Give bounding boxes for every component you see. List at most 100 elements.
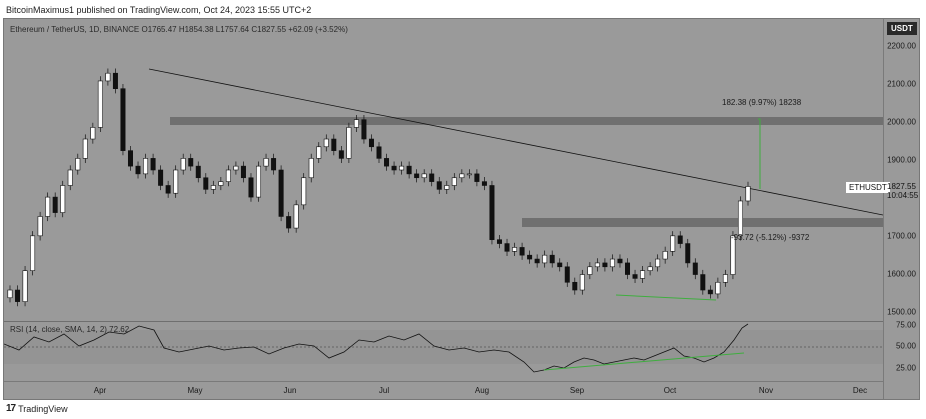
candle-body — [135, 165, 141, 175]
tick-2100: 2100.00 — [887, 79, 916, 89]
candle-body — [173, 169, 179, 194]
candle-body — [579, 274, 585, 291]
month-oct: Oct — [663, 386, 677, 395]
candle-body — [527, 254, 533, 260]
candle-body — [429, 173, 435, 182]
candle-body — [391, 165, 397, 171]
candle-body — [436, 181, 442, 190]
published-note: BitcoinMaximus1 published on TradingView… — [6, 5, 312, 15]
time-axis[interactable]: Apr May Jun Jul Aug Sep Oct Nov Dec — [4, 381, 883, 400]
candle-body — [323, 138, 329, 148]
candle-body — [692, 262, 698, 275]
candle-body — [399, 165, 405, 171]
candle-body — [112, 72, 118, 89]
candle-body — [572, 281, 578, 291]
candle-body — [722, 274, 728, 283]
candle-body — [30, 235, 36, 271]
candle-body — [218, 181, 224, 186]
candle-body — [504, 243, 510, 252]
candle-body — [15, 289, 21, 302]
candle-body — [331, 138, 337, 151]
tick-1500: 1500.00 — [887, 307, 916, 317]
candle-body — [278, 169, 284, 217]
month-sep: Sep — [569, 386, 585, 395]
candle-body — [640, 270, 646, 279]
currency-label: USDT — [887, 22, 917, 35]
candle-body — [248, 177, 254, 198]
candle-body — [271, 158, 277, 171]
publisher-bar: BitcoinMaximus1 published on TradingView… — [0, 0, 926, 17]
candle-body — [519, 247, 525, 256]
candle-body — [346, 127, 352, 159]
candle-body — [587, 266, 593, 275]
candle-body — [609, 258, 615, 268]
candle-body — [180, 158, 186, 171]
rsi-label: RSI (14, close, SMA, 14, 2) — [10, 325, 107, 334]
measure-up-label: 182.38 (9.97%) 18238 — [722, 98, 802, 107]
support-zone-middle — [522, 218, 883, 227]
candle-body — [293, 204, 299, 229]
rsi-panel[interactable]: RSI (14, close, SMA, 14, 2) 72.62 — [4, 321, 883, 382]
candle-body — [22, 270, 28, 302]
rsi-overbought-band — [4, 330, 883, 364]
candle-body — [481, 181, 487, 186]
legend-symbol: Ethereum / TetherUS, 1D, BINANCE — [10, 25, 140, 34]
candle-body — [557, 262, 563, 268]
candle-body — [444, 185, 450, 190]
candle-body — [549, 254, 555, 264]
candle-body — [143, 158, 149, 175]
candle-body — [203, 177, 209, 190]
candle-body — [97, 80, 103, 128]
candle-body — [700, 274, 706, 291]
candle-body — [52, 196, 58, 213]
candle-body — [37, 216, 43, 237]
candle-body — [308, 158, 314, 179]
candle-body — [165, 185, 171, 194]
footer-brand[interactable]: 17 TradingView — [6, 403, 68, 414]
candle-body — [670, 235, 676, 252]
tick-1600: 1600.00 — [887, 269, 916, 279]
candle-body — [594, 262, 600, 268]
rsi-tick-25: 25.00 — [895, 363, 916, 373]
rsi-legend: RSI (14, close, SMA, 14, 2) 72.62 — [10, 325, 129, 334]
candle-body — [406, 165, 412, 175]
divergence-line-price — [615, 294, 717, 301]
month-apr: Apr — [93, 386, 107, 395]
candle-body — [75, 158, 81, 171]
month-aug: Aug — [474, 386, 490, 395]
current-price-tag: ETHUSDT — [846, 182, 890, 193]
candle-body — [286, 216, 292, 229]
chart-area[interactable]: Ethereum / TetherUS, 1D, BINANCE O1765.4… — [3, 18, 920, 400]
price-axis[interactable]: USDT 2200.00 2100.00 2000.00 1900.00 170… — [883, 19, 920, 399]
candle-body — [256, 165, 262, 198]
price-panel[interactable]: Ethereum / TetherUS, 1D, BINANCE O1765.4… — [4, 19, 883, 321]
current-price-box: 1827.55 10:04:55 — [887, 182, 918, 200]
candle-body — [82, 138, 88, 159]
candle-body — [512, 247, 518, 252]
tick-2200: 2200.00 — [887, 41, 916, 51]
candle-body — [617, 258, 623, 264]
candle-body — [745, 186, 751, 202]
rsi-tick-50: 50.00 — [895, 341, 916, 351]
tag-countdown: 10:04:55 — [887, 191, 919, 200]
candle-body — [534, 258, 540, 264]
resistance-zone-upper — [170, 117, 883, 125]
candle-body — [368, 138, 374, 148]
candle-body — [459, 173, 465, 179]
candle-body — [45, 196, 51, 217]
descending-trendline — [148, 68, 883, 216]
candle-body — [233, 165, 239, 171]
candle-body — [90, 127, 96, 140]
candle-body — [496, 239, 502, 244]
candle-body — [195, 165, 201, 179]
tick-1900: 1900.00 — [887, 155, 916, 165]
candle-body — [602, 262, 608, 268]
candle-body — [685, 243, 691, 264]
candle-body — [655, 258, 661, 268]
measure-down-label: -93.72 (-5.12%) -9372 — [731, 233, 810, 242]
candle-body — [376, 146, 382, 159]
candle-body — [451, 177, 457, 186]
candle-body — [474, 173, 480, 182]
month-jun: Jun — [283, 386, 297, 395]
